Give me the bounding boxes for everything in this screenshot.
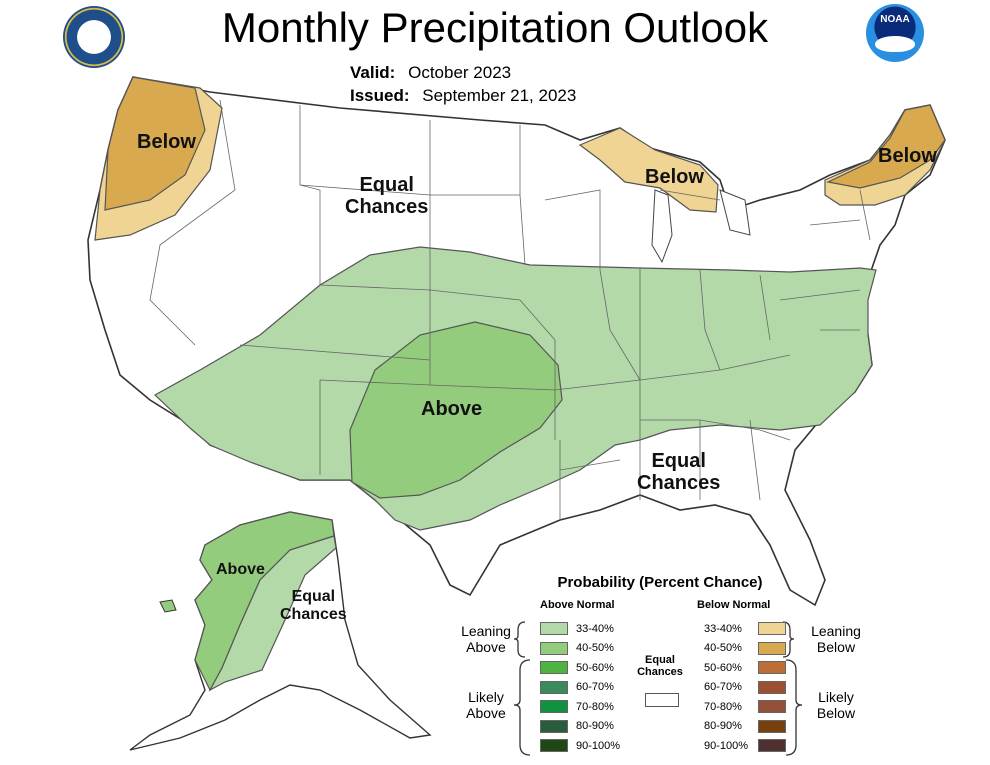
legend-above-label: 60-70% xyxy=(576,681,614,693)
legend-below-header: Below Normal xyxy=(697,599,771,611)
legend-above-label: 80-90% xyxy=(576,720,614,732)
legend-above-swatch xyxy=(540,739,568,752)
legend-above-swatch xyxy=(540,719,568,733)
legend-below-label: 80-90% xyxy=(704,720,742,732)
below-nw-dark xyxy=(104,76,206,211)
noaa-logo-icon: NOAA xyxy=(866,4,924,62)
label-alaska-equal-line1: Equal xyxy=(291,588,336,605)
legend-below-swatch xyxy=(758,622,786,635)
legend-equal-swatch xyxy=(645,693,679,707)
legend-below-label: 90-100% xyxy=(704,739,749,752)
legend-likely-below-line2: Below xyxy=(816,705,856,722)
issued-value: September 21, 2023 xyxy=(422,86,577,105)
legend-above-row: 33-40% xyxy=(540,622,624,635)
legend-below-row: 90-100% xyxy=(704,739,786,752)
legend-above-row: 60-70% xyxy=(540,680,624,694)
legend-above-row: 90-100% xyxy=(540,739,624,752)
legend-equal-chances: Equal Chances xyxy=(630,654,690,678)
lake-huron xyxy=(719,189,751,236)
legend-leaning-above-line2: Above xyxy=(466,639,506,656)
legend-above-row: 50-60% xyxy=(540,661,624,674)
legend-below-row: 50-60% xyxy=(704,661,786,674)
legend-above-swatch xyxy=(540,700,568,713)
legend-leaning-below-line2: Below xyxy=(816,639,856,656)
legend-below-row: 80-90% xyxy=(704,719,786,733)
legend-below-swatch xyxy=(758,680,786,694)
legend-above-swatch xyxy=(540,641,568,655)
legend-below-row: 33-40% xyxy=(704,622,786,635)
legend-likely-above-line1: Likely xyxy=(468,689,504,705)
legend-equal-line1: Equal xyxy=(645,654,675,666)
legend-equal-line2: Chances xyxy=(637,666,683,678)
issued-label: Issued: xyxy=(350,86,410,105)
legend-title: Probability (Percent Chance) xyxy=(557,574,763,591)
legend-leaning-below: Leaning Below xyxy=(805,623,867,655)
legend-leaning-below-line1: Leaning xyxy=(811,623,861,639)
legend-leaning-above: Leaning Above xyxy=(456,623,516,655)
commerce-seal-icon xyxy=(63,6,125,68)
above-dark xyxy=(349,321,563,499)
legend-leaning-above-line1: Leaning xyxy=(461,623,511,639)
legend-below-swatch xyxy=(758,700,786,713)
legend-below-swatch xyxy=(758,719,786,733)
label-alaska-above: Above xyxy=(216,561,265,578)
legend-below-label: 40-50% xyxy=(704,642,742,654)
legend-above-label: 40-50% xyxy=(576,642,614,654)
alaska-above-light xyxy=(208,535,337,692)
label-equal-southeast-line1: Equal xyxy=(651,450,706,472)
state-borders xyxy=(149,99,871,520)
lake-michigan xyxy=(651,189,673,264)
label-below-northeast: Below xyxy=(878,145,937,167)
legend-above-header: Above Normal xyxy=(540,599,615,611)
legend-below-label: 33-40% xyxy=(704,622,742,635)
legend-below-label: 60-70% xyxy=(704,681,742,693)
label-above-central: Above xyxy=(421,398,483,420)
legend-above-swatch xyxy=(540,661,568,674)
legend-above-row: 70-80% xyxy=(540,700,624,713)
valid-line: Valid: October 2023 xyxy=(350,63,511,83)
legend-below-swatch xyxy=(758,739,786,752)
below-greatlakes xyxy=(578,127,719,213)
valid-value: October 2023 xyxy=(408,63,512,82)
legend-likely-above: Likely Above xyxy=(456,689,516,721)
legend-below-row: 70-80% xyxy=(704,700,786,713)
label-equal-north: Equal Chances xyxy=(345,174,428,218)
label-below-greatlakes: Below xyxy=(645,166,704,188)
page-title: Monthly Precipitation Outlook xyxy=(221,4,769,51)
valid-label: Valid: xyxy=(350,63,396,82)
legend-below-label: 70-80% xyxy=(704,700,742,713)
legend-likely-above-line2: Above xyxy=(466,705,506,722)
legend-below-row: 60-70% xyxy=(704,680,786,694)
label-equal-north-line1: Equal xyxy=(359,174,414,196)
legend-above-row: 80-90% xyxy=(540,719,624,733)
issued-line: Issued: September 21, 2023 xyxy=(350,86,576,106)
legend-likely-below-line1: Likely xyxy=(818,689,854,705)
label-equal-southeast: Equal Chances xyxy=(637,450,720,494)
legend-below-label: 50-60% xyxy=(704,661,742,674)
label-equal-north-line2: Chances xyxy=(345,196,429,218)
legend-above-label: 33-40% xyxy=(576,622,614,635)
legend-above-label: 90-100% xyxy=(576,739,621,752)
below-ne-dark xyxy=(826,104,946,189)
label-alaska-equal-line2: Chances xyxy=(280,605,347,623)
legend-brackets xyxy=(513,621,803,756)
alaska-island xyxy=(159,599,177,613)
legend-above-swatch xyxy=(540,680,568,694)
label-below-northwest: Below xyxy=(137,131,196,153)
legend-likely-below: Likely Below xyxy=(805,689,867,721)
legend-above-swatch xyxy=(540,622,568,635)
legend-below-swatch xyxy=(758,641,786,655)
legend-below-swatch xyxy=(758,661,786,674)
legend-below-row: 40-50% xyxy=(704,641,786,655)
label-equal-southeast-line2: Chances xyxy=(637,472,721,494)
label-alaska-equal: Equal Chances xyxy=(280,588,347,623)
legend-above-label: 50-60% xyxy=(576,661,614,674)
legend-above-label: 70-80% xyxy=(576,700,614,713)
legend-above-row: 40-50% xyxy=(540,641,624,655)
